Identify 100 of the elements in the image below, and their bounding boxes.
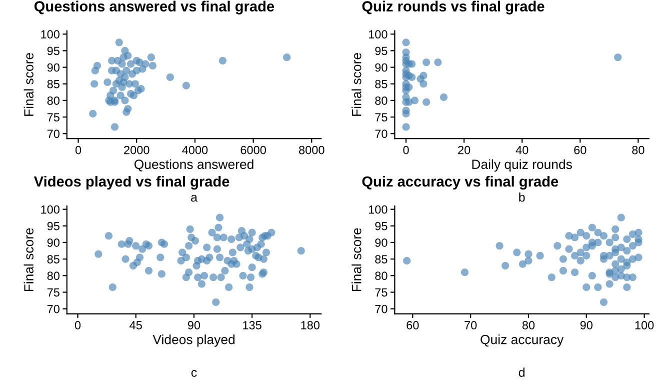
point [422,98,430,106]
point [402,110,410,118]
x-axis-title: Quiz accuracy [480,334,564,347]
y-axis-title: Final score [24,228,34,292]
point [614,54,622,62]
y-tick-label: 85 [47,255,60,264]
point [440,93,448,101]
y-tick-label: 70 [47,130,60,138]
point [142,60,150,68]
y-tick-label: 75 [47,288,60,297]
x-tick-label: 100 [635,321,654,330]
point [124,52,132,60]
y-tick-label: 100 [368,30,388,39]
chart-title: Quiz accuracy vs final grade [362,176,558,190]
point [137,85,145,93]
x-tick-label: 40 [516,146,528,154]
point [121,73,129,82]
point [402,38,410,46]
chart-title: Questions answered vs final grade [34,0,274,14]
y-tick-label: 80 [375,96,388,105]
point [434,58,442,66]
point [110,123,119,131]
text: a [191,194,198,202]
point [408,73,416,82]
x-tick-label: 4000 [182,146,208,154]
point [115,38,123,46]
point [218,56,226,64]
chart-title: Quiz rounds vs final grade [362,0,544,14]
x-tick-label: 80 [522,321,535,330]
x-tick-label: 0 [75,146,82,154]
y-tick-label: 90 [47,63,60,72]
y-tick-label: 90 [375,238,388,247]
point [118,60,126,68]
y-axis-title: Final score [352,53,362,116]
point [405,83,413,91]
y-tick-label: 95 [375,46,388,56]
x-tick-label: 80 [632,146,644,154]
point [147,54,156,62]
y-tick-label: 100 [41,30,60,39]
text: b [519,192,525,202]
y-tick-label: 80 [47,272,60,280]
y-tick-label: 85 [47,80,60,88]
y-tick-label: 100 [368,205,388,214]
text: c [191,370,197,377]
y-tick-label: 70 [375,130,388,138]
x-tick-label: 180 [301,321,320,330]
y-tick-label: 95 [47,222,60,230]
point [182,82,190,90]
point [402,123,410,131]
point [122,66,130,74]
y-tick-label: 70 [375,304,388,314]
x-tick-label: 2000 [124,146,150,154]
x-tick-label: 20 [458,146,470,154]
chart-title: Videos played vs final grade [34,176,230,190]
y-tick-label: 85 [375,255,388,264]
x-tick-label: 90 [580,321,592,330]
x-tick-label: 60 [574,146,586,154]
y-tick-label: 75 [375,113,388,122]
point [420,72,428,80]
point [420,80,428,88]
x-tick-label: 60 [406,321,419,330]
point [148,62,156,70]
point [130,92,138,100]
x-tick-label: 8000 [299,146,324,154]
x-tick-label: 90 [188,321,200,330]
y-tick-label: 80 [375,272,388,280]
point [126,60,135,68]
x-tick-label: 0 [403,146,409,154]
y-tick-label: 95 [375,222,388,230]
y-tick-label: 90 [375,63,388,72]
y-tick-label: 75 [375,288,388,297]
x-tick-label: 135 [243,321,262,330]
point [121,96,129,104]
y-tick-label: 70 [47,304,60,314]
point [408,60,416,68]
x-axis-title: Daily quiz rounds [472,159,572,172]
y-tick-label: 90 [47,238,60,247]
point [116,92,124,100]
y-tick-label: 100 [41,205,60,214]
y-tick-label: 75 [47,113,60,122]
y-tick-label: 80 [47,96,60,105]
point [131,80,139,88]
x-axis-title: Videos played [152,334,234,347]
y-tick-label: 95 [47,46,60,56]
x-tick-label: 45 [130,321,142,330]
point [283,54,291,62]
point [90,80,98,88]
x-tick-label: 0 [74,321,81,330]
point [89,110,97,118]
x-tick-label: 6000 [240,146,266,154]
point [109,86,118,94]
y-axis-title: Final score [24,53,34,116]
point [104,78,112,86]
x-axis-title: Questions answered [134,159,254,172]
point [410,96,419,104]
text: d [518,368,524,377]
point [422,58,430,66]
point [93,62,102,70]
x-tick-label: 70 [464,321,477,330]
point [166,73,174,82]
